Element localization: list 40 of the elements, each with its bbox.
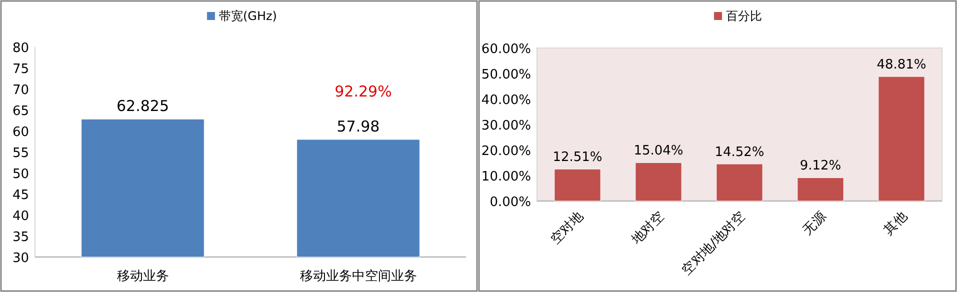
bar bbox=[554, 168, 601, 202]
y-tick-label: 50.00% bbox=[481, 68, 531, 82]
data-label: 9.12% bbox=[800, 158, 842, 174]
bar bbox=[635, 162, 682, 202]
bar bbox=[716, 164, 763, 202]
data-label: 48.81% bbox=[876, 58, 926, 73]
data-label: 57.98 bbox=[336, 117, 380, 136]
x-tick-label: 无源 bbox=[800, 209, 830, 238]
y-tick-label: 30 bbox=[12, 251, 29, 266]
x-tick-label: 空对地 bbox=[548, 209, 586, 248]
y-tick-label: 10.00% bbox=[481, 170, 531, 184]
x-tick-label: 移动业务中空间业务 bbox=[300, 269, 417, 284]
bar bbox=[797, 177, 844, 202]
y-tick-label: 50 bbox=[12, 167, 29, 182]
data-label: 12.51% bbox=[552, 150, 602, 166]
y-tick-label: 70 bbox=[12, 83, 29, 98]
y-tick-label: 75 bbox=[12, 62, 29, 77]
x-tick-label: 空对地/地对空 bbox=[679, 209, 748, 278]
y-tick-label: 60.00% bbox=[481, 42, 531, 57]
bar bbox=[878, 76, 925, 202]
data-label: 62.825 bbox=[116, 97, 169, 116]
y-tick-label: 30.00% bbox=[481, 118, 531, 134]
x-tick-label: 其他 bbox=[881, 209, 910, 238]
data-label: 15.04% bbox=[634, 144, 684, 159]
y-tick-label: 0.00% bbox=[490, 195, 531, 210]
y-tick-label: 65 bbox=[12, 104, 29, 119]
y-tick-label: 40 bbox=[12, 209, 29, 224]
y-tick-label: 45 bbox=[12, 188, 29, 203]
y-tick-label: 20.00% bbox=[481, 144, 531, 159]
y-tick-label: 60 bbox=[12, 125, 29, 140]
legend-label: 百分比 bbox=[726, 9, 762, 23]
x-tick-label: 移动业务 bbox=[116, 269, 169, 284]
y-tick-label: 35 bbox=[12, 230, 29, 245]
y-tick-label: 55 bbox=[12, 146, 29, 161]
data-label: 14.52% bbox=[714, 144, 764, 160]
x-tick-label: 地对空 bbox=[628, 209, 668, 248]
legend-label: 带宽(GHz) bbox=[219, 9, 277, 23]
y-tick-label: 80 bbox=[12, 41, 29, 56]
y-tick-label: 40.00% bbox=[481, 93, 531, 108]
annotation: 92.29% bbox=[334, 82, 392, 100]
